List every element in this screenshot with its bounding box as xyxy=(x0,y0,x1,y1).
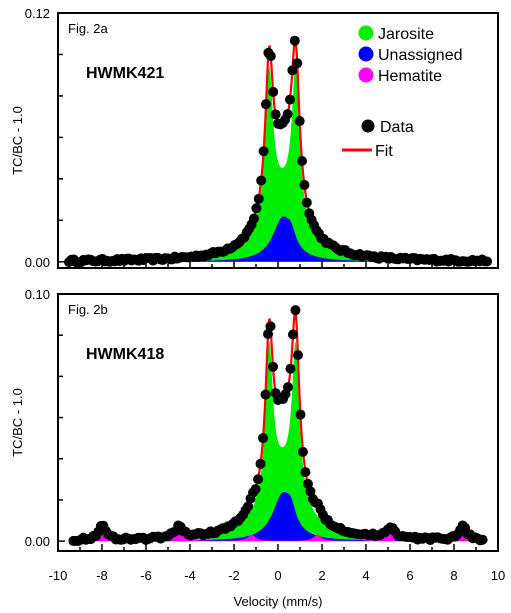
y-tick-label-zero: 0.00 xyxy=(25,534,50,549)
data-point xyxy=(270,109,281,120)
x-ticks xyxy=(57,261,499,268)
sample-name: HWMK421 xyxy=(86,65,164,82)
x-tick-label: -2 xyxy=(228,568,240,583)
x-tick-label: 8 xyxy=(450,568,457,583)
legend-unassigned-marker xyxy=(358,46,374,62)
legend: Jarosite Unassigned Hematite Data Fit xyxy=(342,25,463,160)
y-tick-label-zero: 0.00 xyxy=(25,255,50,270)
data-point xyxy=(251,203,262,214)
data-point xyxy=(285,363,296,374)
hematite-fill xyxy=(69,527,487,542)
data-point xyxy=(292,350,303,361)
panel-fig-2b: 0.10 0.00 TC/BC - 1.0 Fig. 2b HWMK418 xyxy=(10,287,499,552)
data-point xyxy=(282,109,293,120)
data-point xyxy=(292,58,303,69)
data-point xyxy=(268,86,279,97)
legend-jarosite-label: Jarosite xyxy=(378,26,434,43)
legend-jarosite-marker xyxy=(358,25,374,41)
panel-label: Fig. 2b xyxy=(68,302,108,317)
data-point xyxy=(482,256,492,267)
jarosite-fill xyxy=(69,341,487,542)
data-point xyxy=(289,35,300,46)
data-point xyxy=(258,146,269,157)
panel-fig-2a: 0.12 0.00 TC/BC - 1.0 Fig. 2a HWMK421 Ja… xyxy=(10,6,499,270)
x-tick-label: -10 xyxy=(49,568,68,583)
x-tick-label: 6 xyxy=(406,568,413,583)
y-axis-label: TC/BC - 1.0 xyxy=(10,106,25,175)
data-point xyxy=(287,65,298,76)
data-point xyxy=(290,305,301,316)
data-point xyxy=(265,321,276,332)
y-tick-label-top: 0.10 xyxy=(25,287,50,302)
y-tick-label-top: 0.12 xyxy=(25,6,50,21)
data-point xyxy=(243,501,254,512)
x-tick-label: 10 xyxy=(491,568,505,583)
data-point xyxy=(282,382,293,393)
data-point xyxy=(285,94,296,105)
y-axis-label: TC/BC - 1.0 xyxy=(10,388,25,457)
legend-hematite-marker xyxy=(358,67,374,83)
component-fills xyxy=(69,341,487,542)
data-point xyxy=(253,193,264,204)
data-point xyxy=(295,409,306,420)
legend-unassigned-label: Unassigned xyxy=(378,47,463,64)
panel-label: Fig. 2a xyxy=(68,21,109,36)
x-tick-label: 4 xyxy=(362,568,369,583)
x-tick-label: 0 xyxy=(274,568,281,583)
data-point xyxy=(305,486,316,497)
data-points xyxy=(64,35,492,268)
data-point xyxy=(299,179,310,190)
data-point xyxy=(287,329,298,340)
data-point xyxy=(294,116,305,127)
legend-data-marker xyxy=(361,119,375,133)
data-point xyxy=(260,99,271,110)
legend-hematite-label: Hematite xyxy=(378,68,442,85)
data-point xyxy=(265,51,276,62)
data-point xyxy=(297,446,308,457)
x-tick-label: -8 xyxy=(96,568,108,583)
y-ticks xyxy=(58,12,65,263)
x-ticks xyxy=(57,544,499,551)
data-point xyxy=(248,213,259,224)
unassigned-fill xyxy=(69,491,487,542)
data-point xyxy=(297,156,308,167)
component-fills xyxy=(69,66,487,262)
legend-data-label: Data xyxy=(380,119,414,136)
x-tick-label: -4 xyxy=(184,568,196,583)
x-tick-label: 2 xyxy=(318,568,325,583)
data-point xyxy=(258,433,269,444)
data-points xyxy=(68,305,488,547)
data-point xyxy=(263,328,274,339)
sample-name: HWMK418 xyxy=(86,346,164,363)
data-point xyxy=(256,175,267,186)
data-point xyxy=(300,467,311,478)
data-point xyxy=(301,197,312,208)
unassigned-fill xyxy=(69,216,487,262)
data-point xyxy=(268,361,279,372)
legend-fit-label: Fit xyxy=(375,143,393,160)
x-tick-label: -6 xyxy=(140,568,152,583)
x-axis-label: Velocity (mm/s) xyxy=(234,594,323,609)
data-point xyxy=(477,534,488,545)
jarosite-fill xyxy=(69,66,487,262)
data-point xyxy=(253,474,264,485)
data-point xyxy=(260,389,271,400)
x-tick-labels: -10 -8 -6 -4 -2 0 2 4 6 8 10 xyxy=(49,568,506,583)
data-point xyxy=(250,484,261,495)
y-ticks xyxy=(58,293,65,542)
data-point xyxy=(255,458,266,469)
